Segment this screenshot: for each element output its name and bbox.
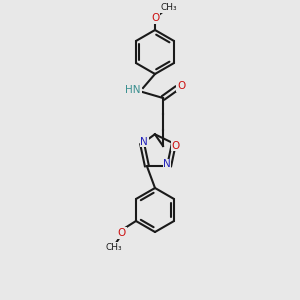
Text: O: O (118, 228, 126, 238)
Text: N: N (140, 136, 148, 146)
Text: O: O (151, 13, 159, 23)
Text: CH₃: CH₃ (161, 4, 177, 13)
Text: HN: HN (125, 85, 141, 95)
Text: O: O (177, 81, 185, 91)
Text: O: O (172, 140, 180, 151)
Text: CH₃: CH₃ (106, 242, 122, 251)
Text: N: N (163, 159, 171, 169)
